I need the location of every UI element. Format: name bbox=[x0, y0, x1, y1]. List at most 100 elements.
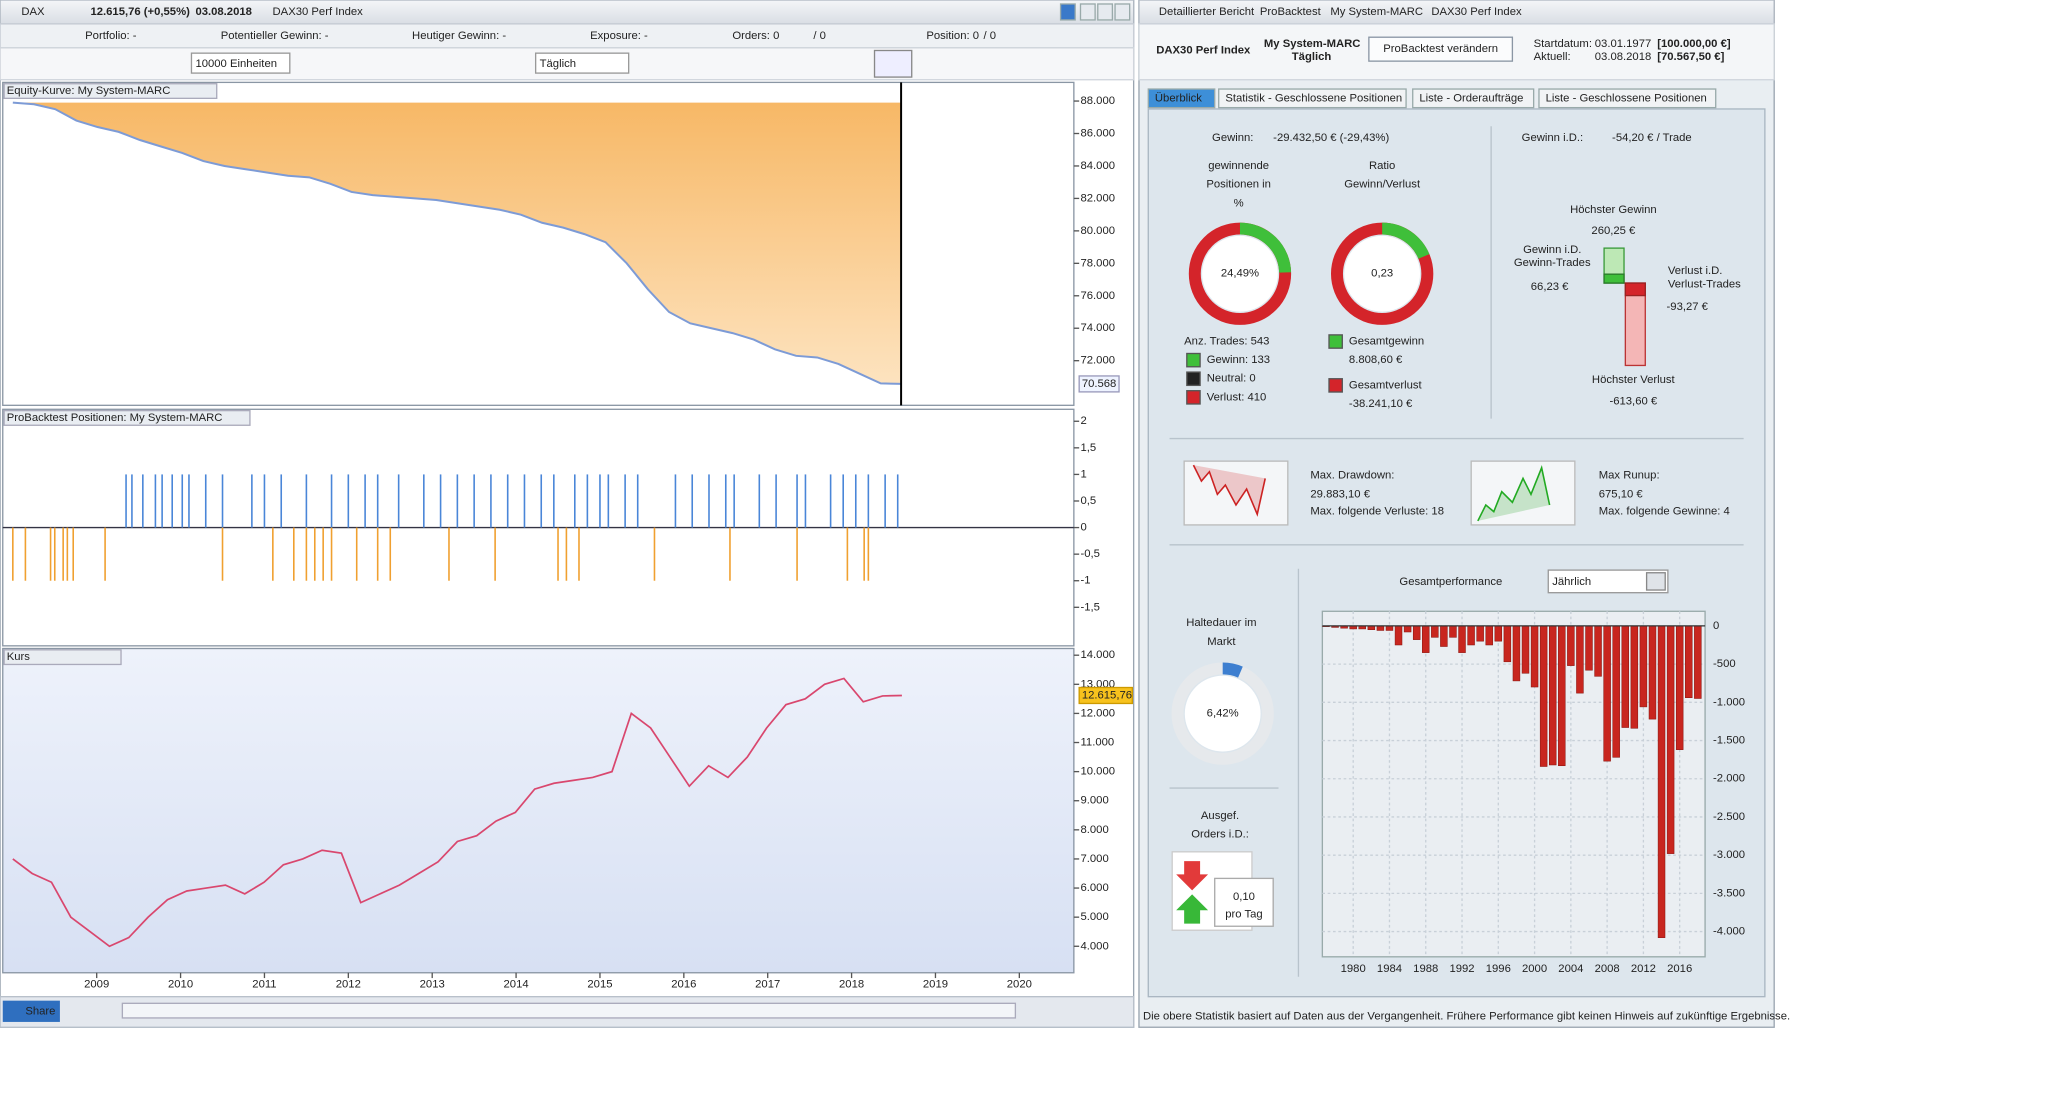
x-tick-label: 2016 bbox=[1667, 963, 1692, 975]
window-tab: Detaillierter Bericht bbox=[1159, 6, 1255, 18]
symbol: DAX bbox=[21, 6, 45, 18]
disclaimer: Die obere Statistik basiert auf Daten au… bbox=[1143, 1011, 1790, 1023]
x-tick-label: 2016 bbox=[671, 979, 696, 991]
arrow-down bbox=[1176, 861, 1209, 891]
y-tick-label: 13.000 bbox=[1080, 678, 1115, 690]
label: Aktuell: bbox=[1534, 51, 1571, 63]
bar bbox=[1548, 625, 1557, 766]
bar bbox=[1412, 625, 1421, 640]
bar bbox=[1512, 625, 1521, 682]
metric-title: Positionen in bbox=[1206, 179, 1271, 191]
section-tab[interactable] bbox=[1412, 88, 1535, 109]
select[interactable] bbox=[190, 52, 291, 74]
bar bbox=[1422, 625, 1430, 653]
select-arrow[interactable] bbox=[1645, 572, 1666, 591]
system: My System-MARC bbox=[1264, 38, 1361, 50]
y-tick-label: -4.000 bbox=[1713, 926, 1745, 938]
y-tick-label: 12.000 bbox=[1080, 707, 1115, 719]
y-tick-label: 86.000 bbox=[1080, 127, 1115, 139]
y-tick-label: 8.000 bbox=[1080, 824, 1108, 836]
equity-line bbox=[12, 101, 902, 385]
toolbar-item: Position: 0 bbox=[926, 30, 979, 42]
label: Gesamtverlust bbox=[1349, 379, 1423, 391]
period: Täglich bbox=[1292, 51, 1332, 63]
thumbnail bbox=[1183, 460, 1289, 526]
chart-type-button[interactable] bbox=[873, 49, 913, 78]
window-button[interactable] bbox=[1079, 3, 1096, 21]
y-tick-label: -0,5 bbox=[1080, 548, 1099, 560]
equity-area bbox=[12, 102, 902, 384]
bar bbox=[1558, 625, 1566, 767]
y-tick-label: -3.000 bbox=[1713, 849, 1745, 861]
bar bbox=[1376, 625, 1385, 631]
select[interactable] bbox=[534, 52, 630, 74]
bar bbox=[1530, 625, 1539, 688]
ratio-arc bbox=[1330, 222, 1434, 325]
avg-loss: -93,27 € bbox=[1667, 301, 1709, 313]
bar bbox=[1449, 625, 1457, 638]
metric-title: Ratio bbox=[1369, 160, 1395, 172]
bar bbox=[1576, 625, 1584, 694]
y-tick-label: 0 bbox=[1713, 620, 1719, 632]
scrollbar[interactable] bbox=[121, 1002, 1017, 1019]
bar bbox=[1458, 625, 1466, 653]
last-value: 70.568 bbox=[1082, 378, 1117, 390]
label: Max Runup: bbox=[1599, 470, 1660, 482]
x-tick-label: 2010 bbox=[168, 979, 193, 991]
metric-title: % bbox=[1234, 197, 1244, 209]
bar bbox=[1394, 625, 1403, 646]
y-tick-label: 14.000 bbox=[1080, 649, 1115, 661]
avg-win: 66,23 € bbox=[1531, 281, 1569, 293]
total-gain: 8.808,60 € bbox=[1349, 354, 1403, 366]
section-tab[interactable] bbox=[1147, 88, 1216, 109]
arrow-up bbox=[1176, 894, 1209, 924]
toolbar-item: Potentieller Gewinn: - bbox=[221, 30, 329, 42]
label: Gewinn-Trades bbox=[1514, 257, 1591, 269]
bar bbox=[1467, 625, 1475, 646]
x-tick-label: 2015 bbox=[587, 979, 612, 991]
button[interactable] bbox=[1368, 36, 1514, 62]
window-button[interactable] bbox=[1097, 3, 1114, 21]
bar bbox=[1567, 625, 1575, 666]
last-value: 12.615,76 bbox=[1082, 689, 1132, 701]
section-tab[interactable] bbox=[1538, 88, 1717, 109]
bar bbox=[1440, 625, 1448, 647]
x-tick-label: 2020 bbox=[1007, 979, 1032, 991]
legend-square bbox=[1186, 371, 1201, 387]
window-button[interactable] bbox=[1059, 3, 1076, 21]
bar bbox=[1603, 625, 1611, 762]
hold-arc bbox=[1171, 662, 1274, 765]
panel-header bbox=[3, 83, 218, 100]
best: 260,25 € bbox=[1591, 225, 1636, 237]
window-button[interactable] bbox=[1114, 3, 1131, 21]
y-tick-label: 10.000 bbox=[1080, 766, 1115, 778]
x-tick-label: 2012 bbox=[336, 979, 361, 991]
share-button[interactable] bbox=[2, 1000, 60, 1022]
y-tick-label: 0,5 bbox=[1080, 495, 1096, 507]
y-tick-label: -500 bbox=[1713, 658, 1736, 670]
x-tick-label: 2000 bbox=[1522, 963, 1547, 975]
capital: [100.000,00 €] bbox=[1657, 38, 1731, 50]
avg-gain: -54,20 € / Trade bbox=[1612, 132, 1692, 144]
thumbnail-line bbox=[1477, 465, 1551, 522]
trade-count: Verlust: 410 bbox=[1207, 391, 1267, 403]
metric-title: Haltedauer im bbox=[1186, 617, 1256, 629]
bar bbox=[1675, 625, 1684, 750]
runup: 675,10 € bbox=[1599, 488, 1644, 500]
y-tick-label: 9.000 bbox=[1080, 795, 1108, 807]
y-tick-label: -1.500 bbox=[1713, 735, 1745, 747]
total-loss: -38.241,10 € bbox=[1349, 398, 1413, 410]
avg-win-bar bbox=[1603, 273, 1625, 284]
section-tab[interactable] bbox=[1218, 88, 1407, 109]
bar bbox=[1621, 625, 1629, 728]
select[interactable] bbox=[1547, 569, 1669, 594]
bar bbox=[1385, 625, 1394, 631]
bar bbox=[1648, 625, 1657, 720]
window-tab: DAX30 Perf Index bbox=[1431, 6, 1522, 18]
toolbar-item: Orders: 0 bbox=[732, 30, 779, 42]
y-tick-label: 7.000 bbox=[1080, 853, 1108, 865]
y-tick-label: 74.000 bbox=[1080, 322, 1115, 334]
y-tick-label: 76.000 bbox=[1080, 290, 1115, 302]
